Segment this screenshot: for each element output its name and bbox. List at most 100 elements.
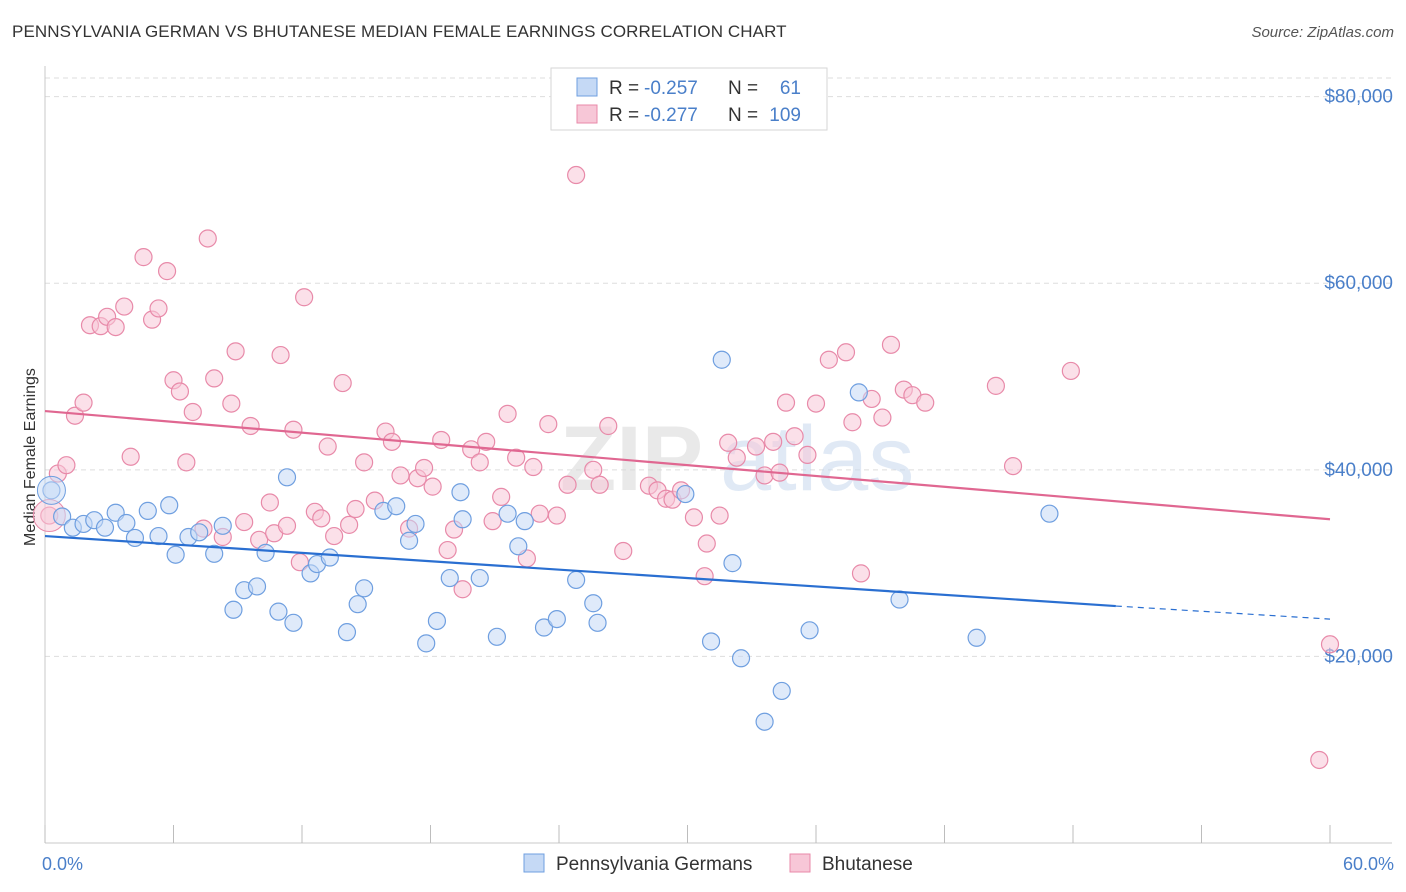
data-point [391,466,410,485]
data-point [547,609,566,629]
data-point [567,165,586,185]
data-point [498,404,517,423]
data-point [731,649,751,668]
series-pennsylvania-germans-points [36,350,1059,731]
data-point [1003,456,1023,476]
series-bhutanese-points [32,165,1340,770]
data-point [851,564,871,583]
data-point [916,393,935,412]
data-point [534,618,554,637]
data-point [160,496,179,515]
data-point [785,427,804,446]
legend-r-value: -0.257 [644,78,698,99]
trend-lines [44,409,1331,620]
legend-n-label: N = [728,78,758,99]
legend-n-label: N = [728,105,758,126]
data-point [284,420,303,439]
data-point [222,394,241,413]
data-point [198,229,217,248]
legend-r-label: R = [609,78,639,99]
data-point [712,350,731,369]
data-point [235,512,254,532]
data-point [53,507,72,526]
data-point [524,457,543,477]
data-point [277,468,297,487]
data-point [676,484,695,504]
x-tick-label-left: 0.0% [42,854,83,874]
data-point [746,437,766,456]
data-point [776,393,796,412]
data-point [684,508,704,527]
data-point [453,580,472,599]
data-point [727,448,746,467]
data-point [406,514,425,534]
data-point [719,433,738,452]
series-legend: Pennsylvania Germans Bhutanese [523,853,913,875]
data-point [590,475,609,494]
legend-r-label: R = [609,105,639,126]
data-point [170,382,190,401]
x-tick-label-right: 60.0% [1343,854,1394,874]
y-tick-labels: $20,000 $40,000 $60,000 $80,000 [1324,87,1393,668]
data-point [755,466,774,485]
data-point [462,440,481,459]
data-point [340,515,359,534]
data-point [470,453,489,472]
data-point [226,342,245,361]
data-point [387,497,406,516]
data-point [1040,504,1059,523]
data-point [800,621,819,640]
data-point [106,317,125,337]
data-point [213,516,232,535]
data-point [588,613,607,632]
data-point [247,577,267,596]
data-point [710,506,729,525]
data-point [183,402,202,422]
legend-series-name: Pennsylvania Germans [556,854,752,875]
trend-line-pennsylvania-germans [44,534,1116,608]
data-point [477,432,496,451]
data-point [547,506,566,525]
data-point [65,406,85,425]
data-point [125,528,145,548]
data-point [121,447,140,466]
data-point [483,512,502,531]
data-point [277,516,297,535]
data-point [507,448,526,467]
data-point-large [36,475,66,505]
data-point [440,568,459,588]
y-tick-label: $60,000 [1324,273,1393,294]
data-point [134,248,153,267]
stats-legend: R = -0.257 N = 61 R = -0.277 N = 109 [550,67,828,131]
data-point [755,712,774,731]
data-point [256,543,275,562]
data-point [224,600,243,619]
data-point [1061,361,1080,381]
y-tick-label: $40,000 [1324,460,1393,481]
data-point [558,475,577,494]
data-point [498,504,517,523]
legend-r-value: -0.277 [644,105,698,126]
chart-source: Source: ZipAtlas.com [1251,24,1394,41]
legend-n-value: 109 [769,105,801,126]
data-point [697,534,716,553]
data-point [138,501,157,520]
data-point [325,526,344,546]
data-point [333,373,352,393]
data-point [318,437,337,456]
data-point [205,544,224,563]
data-point [117,513,136,533]
y-axis-label: Median Female Earnings [22,368,39,546]
data-point [166,545,185,564]
data-point [798,445,817,465]
chart-title: PENNSYLVANIA GERMAN VS BHUTANESE MEDIAN … [12,22,787,41]
data-point [295,288,314,307]
data-point [849,383,868,402]
data-point [806,394,826,413]
data-point [1320,635,1340,654]
data-point [241,416,260,436]
data-point [539,415,558,434]
data-point [584,594,603,613]
data-point [599,416,618,436]
data-point [701,632,721,651]
